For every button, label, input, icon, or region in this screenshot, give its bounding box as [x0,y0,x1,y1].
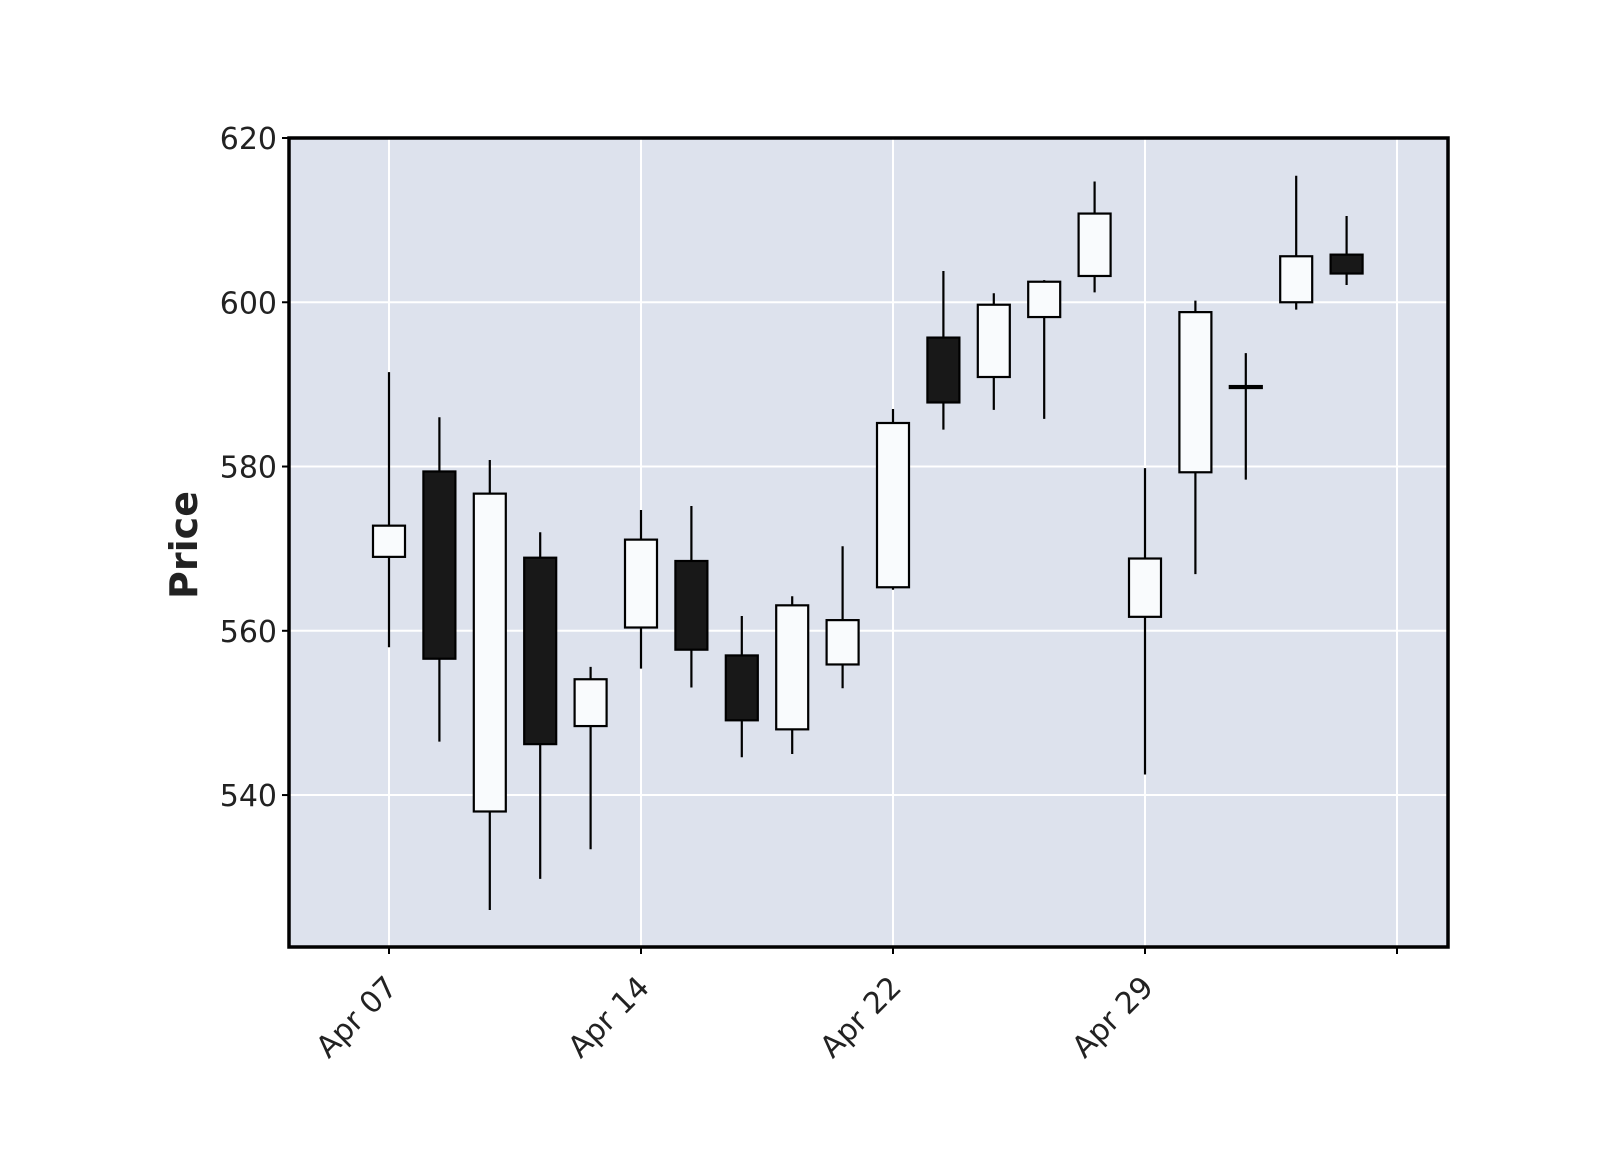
candle-body-up [875,421,911,589]
y-tick-label: 580 [220,451,277,486]
candle-body-up [1178,311,1213,474]
candle [1178,300,1213,575]
y-axis-label: Price [162,491,206,599]
y-axis-ticks: 540 560 580 600 620 [220,122,289,814]
candle-body-up [472,492,507,813]
candle [1027,280,1062,419]
candle [472,459,507,911]
candle [775,596,810,754]
candle-body-up [1127,557,1163,618]
plot-frame [287,136,1450,949]
candle [875,409,911,590]
y-tick-label: 620 [220,122,277,157]
candle-body-up [825,619,860,666]
candle-body-down [724,654,759,722]
candles [371,175,1364,911]
candle [623,510,659,669]
candle [674,505,709,688]
candle-body-up [371,524,407,558]
candle-body-down [926,336,961,404]
y-tick-label: 540 [220,779,277,814]
candle [523,532,558,879]
candle-body-down [422,470,457,660]
y-tick-label: 560 [220,615,277,650]
candle [825,546,860,689]
candle-body-down [1228,384,1263,390]
y-tick-label: 600 [220,286,277,321]
candle [1228,353,1263,480]
candle [422,417,457,742]
x-axis-ticks: Apr 07 Apr 14 Apr 22 Apr 29 [309,947,1398,1065]
candle-body-up [623,538,659,629]
candle-body-down [1329,253,1364,275]
candle [1279,175,1314,310]
candle-body-up [1027,280,1062,319]
candle-body-up [1077,212,1112,278]
candle-body-up [573,678,608,728]
candle [1127,468,1163,775]
candle-body-down [674,559,709,651]
x-tick-label: Apr 29 [1065,970,1160,1065]
candle [976,293,1011,410]
x-tick-label: Apr 22 [813,970,908,1065]
x-tick-label: Apr 07 [309,970,404,1065]
x-tick-label: Apr 14 [561,970,656,1065]
candle [724,616,759,758]
candle [926,271,961,430]
candle [371,372,407,648]
candle [573,666,608,850]
plot-area [289,138,1448,947]
candle-body-up [976,303,1011,379]
candle-body-up [775,604,810,731]
candle-body-down [523,556,558,746]
candle [1077,181,1112,293]
candle-body-up [1279,255,1314,304]
candle [1329,216,1364,286]
